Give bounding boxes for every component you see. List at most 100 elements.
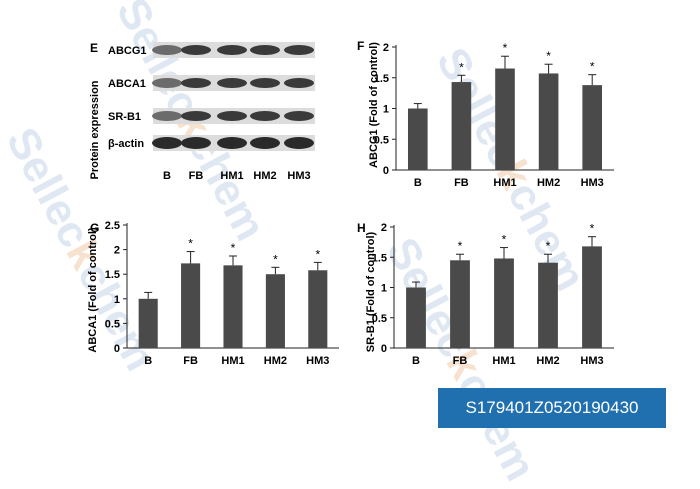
- bar: [494, 258, 514, 348]
- bar: [538, 262, 558, 348]
- bar: [407, 108, 428, 170]
- blot-lane-label: B: [163, 170, 171, 182]
- y-tick-label: 0.5: [374, 134, 389, 146]
- blot-band: [250, 137, 280, 149]
- western-blot-panel: E Protein expression ABCG1 ABCA1 SR-B1 β-ac…: [89, 41, 315, 182]
- x-tick-label: HM3: [581, 177, 604, 189]
- y-tick-label: 1.5: [372, 252, 387, 264]
- y-tick-label: 2: [381, 222, 387, 234]
- y-tick-label: 0.5: [105, 318, 120, 330]
- y-tick-label: 1.5: [105, 269, 120, 281]
- blot-band: [152, 78, 182, 88]
- x-tick-label: FB: [183, 355, 198, 367]
- blot-band: [217, 111, 247, 121]
- significance-marker: *: [502, 233, 507, 247]
- x-tick-label: FB: [453, 355, 468, 367]
- blot-band: [250, 45, 280, 55]
- y-tick-label: 1: [383, 104, 389, 116]
- chart-f: F ABCG1 (Fold of control)0 0.5 1 1.5 2 B * FB * HM…: [357, 39, 614, 189]
- x-tick-label: HM1: [492, 355, 515, 367]
- blot-band: [152, 137, 182, 149]
- blot-ylabel: Protein expression: [89, 80, 101, 179]
- blot-band: [284, 45, 314, 55]
- y-tick-label: 1.5: [374, 73, 389, 85]
- bar: [451, 82, 472, 170]
- bar: [406, 287, 426, 348]
- significance-marker: *: [546, 49, 551, 63]
- bar-charts: F ABCG1 (Fold of control)00.511.52B*FB*HM…: [87, 39, 614, 367]
- blot-band: [152, 111, 182, 121]
- blot-lane-label: HM2: [253, 170, 276, 182]
- blot-band: [217, 137, 247, 149]
- x-tick-label: HM1: [221, 355, 244, 367]
- blot-band: [250, 78, 280, 88]
- blot-band: [217, 45, 247, 55]
- blot-band: [181, 111, 211, 121]
- significance-marker: *: [590, 222, 595, 236]
- bar: [308, 270, 328, 348]
- bar: [265, 274, 285, 348]
- x-tick-label: HM3: [306, 355, 329, 367]
- y-tick-label: 0.5: [372, 313, 387, 325]
- bar: [495, 68, 515, 170]
- y-tick-label: 2.5: [105, 220, 120, 232]
- y-axis-label: SR-B1 (Fold of control): [365, 231, 377, 352]
- bar: [582, 85, 603, 170]
- blot-lane-label: HM3: [287, 170, 310, 182]
- y-tick-label: 1: [381, 283, 387, 295]
- y-axis-label: ABCG1 (Fold of control): [368, 42, 380, 168]
- x-tick-label: B: [412, 355, 420, 367]
- significance-marker: *: [231, 241, 236, 255]
- bar: [138, 298, 158, 348]
- y-tick-label: 1: [114, 294, 120, 306]
- blot-bands: ABCG1 ABCA1 SR-B1 β-actin: [108, 42, 315, 151]
- blot-band: [152, 45, 182, 55]
- panel-label: F: [357, 39, 364, 53]
- significance-marker: *: [458, 239, 463, 253]
- blot-band: [284, 137, 314, 149]
- bar: [538, 73, 559, 170]
- blot-band: [181, 45, 211, 55]
- x-tick-label: B: [144, 355, 152, 367]
- bar: [223, 265, 243, 348]
- y-tick-label: 2: [114, 245, 120, 257]
- blot-band: [284, 78, 314, 88]
- blot-band-label: ABCA1: [108, 78, 146, 90]
- y-tick-label: 0: [381, 343, 387, 355]
- blot-band: [284, 111, 314, 121]
- y-tick-label: 2: [383, 42, 389, 54]
- blot-band: [181, 137, 211, 149]
- x-tick-label: HM2: [536, 355, 559, 367]
- x-tick-label: HM2: [537, 177, 560, 189]
- figure: E Protein expression ABCG1 ABCA1 SR-B1 β-ac…: [87, 39, 614, 367]
- panel-label: H: [357, 221, 366, 235]
- blot-band-label: β-actin: [108, 138, 144, 150]
- significance-marker: *: [546, 239, 551, 253]
- panel-label: G: [90, 221, 99, 235]
- bar: [582, 246, 602, 348]
- bar: [181, 263, 201, 348]
- x-tick-label: HM3: [580, 355, 603, 367]
- y-tick-label: 0: [383, 165, 389, 177]
- blot-lane-labels: B FB HM1 HM2 HM3: [163, 170, 311, 182]
- blot-band: [217, 78, 247, 88]
- chart-h: HSR-B1 (Fold of control) 0 0.5 1 1.5 2 B * FB * HM…: [357, 221, 614, 367]
- blot-band-label: ABCG1: [108, 45, 147, 57]
- x-tick-label: B: [414, 177, 422, 189]
- image-id-badge: S179401Z0520190430: [438, 388, 666, 428]
- x-tick-label: HM2: [264, 355, 287, 367]
- x-tick-label: FB: [454, 177, 469, 189]
- significance-marker: *: [590, 60, 595, 74]
- blot-band: [181, 78, 211, 88]
- y-tick-label: 0: [114, 343, 120, 355]
- panel-label-e: E: [90, 41, 98, 55]
- y-axis-label: ABCA1 (Fold of control): [87, 227, 99, 353]
- blot-band: [250, 111, 280, 121]
- blot-band-label: SR-B1: [108, 111, 141, 123]
- significance-marker: *: [503, 41, 508, 55]
- significance-marker: *: [315, 247, 320, 261]
- significance-marker: *: [188, 237, 193, 251]
- significance-marker: *: [459, 60, 464, 74]
- blot-lane-label: FB: [189, 170, 204, 182]
